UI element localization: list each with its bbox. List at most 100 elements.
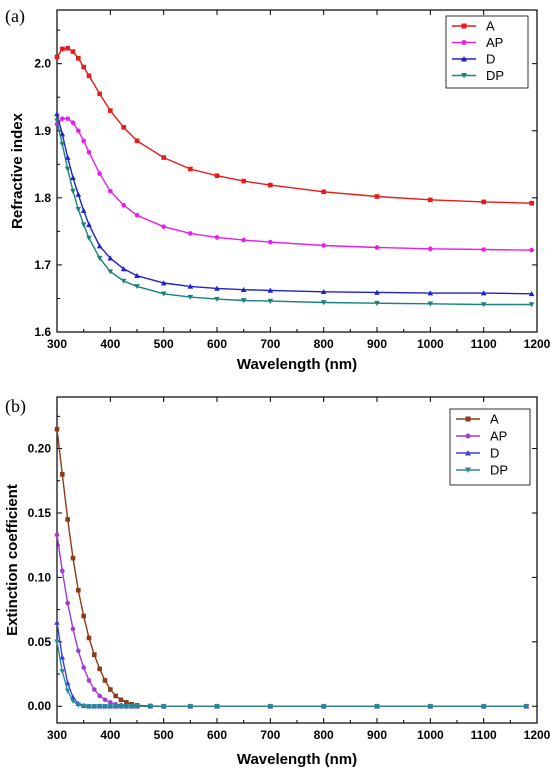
data-point-a — [81, 613, 86, 619]
plot-series-group — [54, 426, 530, 710]
data-point-a — [374, 194, 380, 199]
data-point-ap — [76, 648, 81, 654]
data-point-a — [60, 472, 65, 477]
data-point-a — [60, 46, 65, 52]
data-point-dp — [427, 703, 434, 710]
data-point-a — [65, 45, 70, 51]
data-point-dp — [86, 703, 92, 710]
legend-box — [449, 408, 531, 486]
legend-marker-dp — [461, 73, 467, 79]
data-point-ap — [97, 171, 102, 176]
data-point-a — [97, 91, 102, 97]
data-point-dp — [147, 703, 154, 710]
data-point-dp — [64, 688, 71, 694]
x-tick-label: 600 — [207, 337, 227, 351]
y-tick-label: 1.9 — [34, 124, 51, 138]
data-point-d — [75, 191, 82, 197]
data-point-dp — [112, 703, 119, 710]
data-point-ap — [134, 212, 140, 218]
data-point-a — [529, 200, 534, 206]
data-point-ap — [188, 231, 193, 236]
y-tick-label: 1.8 — [34, 191, 51, 205]
data-point-d — [80, 207, 87, 213]
data-point-dp — [374, 300, 380, 306]
data-point-ap — [86, 678, 92, 683]
x-tick-label: 900 — [367, 728, 387, 742]
data-point-a — [188, 166, 193, 172]
data-point-dp — [80, 703, 87, 709]
x-tick-label: 500 — [154, 337, 174, 351]
data-point-dp — [75, 206, 82, 213]
panel-label: (b) — [5, 396, 26, 417]
data-point-a — [54, 426, 60, 432]
series-line-ap — [56, 117, 532, 251]
data-point-ap — [97, 693, 102, 699]
y-tick-label: 0.10 — [28, 570, 52, 584]
data-point-ap — [65, 116, 70, 121]
data-point-a — [92, 652, 97, 658]
data-point-ap — [60, 116, 65, 121]
data-point-ap — [481, 247, 486, 252]
panel-label: (a) — [5, 6, 25, 27]
data-point-a — [86, 635, 92, 641]
data-point-a — [70, 555, 76, 561]
data-point-dp — [214, 703, 220, 710]
x-axis-title: Wavelength (nm) — [237, 356, 357, 373]
x-axis-title: Wavelength (nm) — [237, 751, 357, 768]
data-point-dp — [107, 269, 114, 275]
data-point-ap — [241, 237, 246, 243]
data-point-a — [321, 189, 326, 195]
data-point-ap — [214, 235, 220, 240]
data-point-dp — [523, 703, 530, 710]
data-point-ap — [81, 665, 86, 670]
data-point-d — [86, 221, 92, 227]
data-point-dp — [128, 703, 135, 710]
data-point-dp — [480, 302, 487, 308]
legend-marker-a — [465, 416, 471, 422]
x-tick-label: 1200 — [524, 337, 550, 351]
data-point-d — [70, 174, 76, 181]
data-point-dp — [480, 703, 487, 710]
data-point-ap — [108, 188, 113, 194]
data-point-dp — [427, 301, 434, 307]
legend-label-d: D — [490, 446, 499, 461]
data-point-dp — [134, 284, 140, 290]
series-line-d — [56, 113, 532, 295]
data-point-ap — [76, 128, 81, 134]
y-tick-label: 1.6 — [34, 325, 51, 339]
data-point-a — [81, 64, 86, 70]
legend-marker-ap — [461, 40, 467, 45]
data-point-a — [108, 108, 113, 113]
legend-label-ap: AP — [486, 35, 503, 50]
data-point-dp — [214, 296, 220, 302]
x-tick-label: 900 — [367, 337, 387, 351]
data-point-dp — [134, 703, 140, 710]
data-point-dp — [528, 302, 535, 308]
data-point-ap — [92, 687, 97, 692]
data-point-a — [76, 587, 81, 593]
data-point-a — [268, 182, 273, 188]
data-point-dp — [102, 703, 108, 710]
series-line-d — [56, 622, 527, 707]
data-point-dp — [64, 166, 71, 172]
data-point-ap — [529, 247, 534, 253]
data-point-a — [214, 173, 220, 178]
data-point-dp — [59, 669, 66, 675]
data-point-a — [121, 125, 126, 130]
legend-marker-d — [461, 56, 467, 62]
data-point-d — [240, 286, 247, 293]
data-point-dp — [75, 702, 82, 708]
data-point-ap — [81, 138, 86, 144]
data-point-ap — [268, 239, 273, 245]
x-tick-label: 300 — [47, 728, 67, 742]
chart-panel-a: (a) 300 400 500 600 700 800 900 1000 1100 1200 1.6 1… — [5, 6, 550, 373]
y-axis-title: Extinction coefficient — [4, 484, 21, 636]
data-point-d — [64, 154, 71, 160]
data-point-dp — [120, 278, 127, 284]
data-point-dp — [86, 235, 92, 241]
legend-label-d: D — [486, 52, 495, 67]
data-point-d — [120, 266, 127, 272]
data-point-a — [124, 700, 129, 705]
